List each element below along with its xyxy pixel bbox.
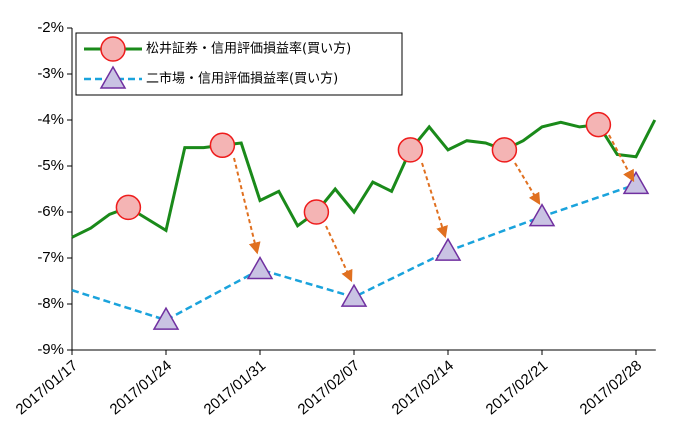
x-tick-label: 2017/01/24 xyxy=(107,357,175,418)
marker xyxy=(152,306,180,330)
marker xyxy=(246,255,274,280)
legend: 松井証券・信用評価損益率(買い方) 二市場・信用評価損益率(買い方) xyxy=(75,32,403,96)
arrow xyxy=(421,162,448,239)
marker xyxy=(434,237,462,261)
x-tick-label: 2017/01/31 xyxy=(201,357,269,418)
y-tick-label: -8% xyxy=(37,295,64,312)
y-tick-label: -7% xyxy=(37,249,64,266)
marker xyxy=(528,203,556,227)
legend-label: 二市場・信用評価損益率(買い方) xyxy=(146,71,338,87)
arrows xyxy=(233,134,635,283)
arrow xyxy=(233,157,261,255)
y-tick-label: -5% xyxy=(37,157,64,174)
y-tick-label: -3% xyxy=(37,65,64,82)
marker xyxy=(209,132,236,159)
arrow xyxy=(608,134,635,183)
marker xyxy=(491,137,518,163)
y-tick-label: -6% xyxy=(37,203,64,220)
x-tick-label: 2017/01/17 xyxy=(13,357,81,418)
marker xyxy=(340,283,368,307)
marker xyxy=(100,36,126,62)
legend-box xyxy=(75,32,403,96)
marker xyxy=(622,170,650,195)
marker xyxy=(303,199,330,225)
y-tick-label: -2% xyxy=(37,19,64,36)
marker xyxy=(397,137,424,163)
series-line xyxy=(71,119,657,239)
arrow xyxy=(514,162,541,206)
x-tick-label: 2017/02/21 xyxy=(483,357,551,418)
legend-label: 松井証券・信用評価損益率(買い方) xyxy=(146,41,351,57)
marker xyxy=(115,194,142,221)
x-tick-label: 2017/02/28 xyxy=(577,357,645,418)
marker xyxy=(99,65,127,89)
y-tick-label: -9% xyxy=(37,341,64,358)
marker xyxy=(585,111,612,138)
x-tick-label: 2017/02/14 xyxy=(389,357,457,418)
x-tick-label: 2017/02/07 xyxy=(295,357,363,418)
arrow xyxy=(325,225,353,283)
y-tick-label: -4% xyxy=(37,111,64,128)
